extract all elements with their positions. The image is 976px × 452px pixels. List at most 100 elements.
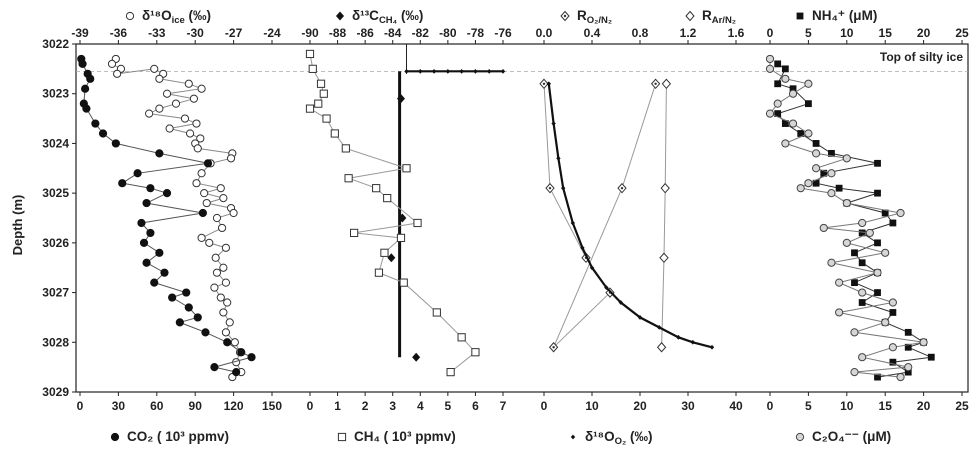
data-point [396,233,406,242]
data-point [580,245,585,251]
data-point [344,174,353,183]
data-point [133,169,142,178]
data-point [660,182,670,194]
data-point [168,293,177,302]
data-point [314,99,323,108]
data-point [774,110,782,117]
data-point [796,184,805,193]
data-point [162,89,172,98]
data-point [197,84,206,93]
data-point [330,129,339,138]
data-point [690,339,695,345]
data-point [212,268,222,277]
data-point [81,84,90,93]
legend-marker [110,432,120,442]
data-point [211,253,220,262]
data-point [139,238,149,247]
bottom-tick-label: 60 [150,399,164,413]
y-axis-label: Depth (m) [10,195,25,256]
data-point [927,353,935,361]
data-point [137,218,146,228]
data-point [192,179,201,188]
data-point [203,159,213,168]
data-point [874,159,881,167]
data-point [889,219,897,227]
data-point [226,154,236,163]
data-point [380,248,389,257]
data-point [197,169,206,178]
data-point [184,303,193,312]
data-point [781,74,790,83]
data-point [459,68,464,74]
data-point [858,288,867,297]
legend-bottom-item: CH₄ ( 10³ ppmv) [337,429,456,444]
bottom-tick-label: 7 [500,399,507,413]
data-point [765,64,775,73]
series-2-2 [546,81,715,350]
legend-marker [336,11,344,21]
bottom-tick-label: 6 [472,399,479,413]
top-tick-label: -33 [148,26,166,40]
bottom-tick-label: 5 [805,399,812,413]
data-point [319,89,328,98]
data-point [113,69,122,78]
series-1-2 [404,68,506,74]
series-line [309,53,477,373]
data-point [896,372,905,382]
top-tick-label: -90 [301,26,319,40]
data-point [322,114,331,123]
bottom-tick-label: 0 [307,399,314,413]
data-point [473,68,478,74]
data-point [457,333,466,342]
top-tick-label: 5 [805,26,812,40]
top-tick-label: -76 [494,26,512,40]
legend-label: NH₄⁺ (μM) [812,8,877,23]
data-point [788,89,798,98]
top-tick-label: -88 [329,26,347,40]
data-point [804,79,813,88]
data-point [118,179,127,188]
data-point [570,220,575,226]
data-point [398,213,407,223]
data-point [341,144,350,153]
bottom-tick-label: 10 [585,399,599,413]
series-3-0 [774,60,935,381]
top-tick-label: 1.2 [680,26,697,40]
data-point [232,368,241,377]
data-point [904,328,912,336]
data-point [788,119,798,128]
legend-label: δ¹⁸Oice (‰) [142,8,211,26]
y-tick-label: 3024 [42,136,69,150]
legend-top-item: NH₄⁺ (μM) [796,8,877,23]
data-point [185,129,195,138]
data-point [888,343,897,352]
top-tick-label: -24 [263,26,281,40]
data-point [820,169,828,177]
top-tick-label: 0 [767,26,774,40]
data-point [835,184,843,192]
top-tick-label: 0.8 [632,26,649,40]
data-point [851,279,858,287]
legend-marker [560,10,570,22]
data-point [383,194,392,203]
data-point [189,94,199,103]
data-point [175,318,184,327]
data-point [162,189,172,198]
data-point [874,289,881,296]
data-point [247,353,256,362]
bottom-tick-label: 30 [112,399,126,413]
data-point [193,313,202,322]
data-point [217,223,227,233]
data-point [171,99,181,108]
bottom-tick-label: 120 [224,399,244,413]
data-point [781,65,789,73]
data-point [399,278,408,287]
top-tick-label: 0.4 [584,26,601,40]
y-tick-label: 3026 [42,236,69,250]
data-point [487,68,492,74]
data-point [828,149,835,157]
series-1-1 [305,49,480,377]
plot-border [75,43,969,393]
legend-label: δ¹³CCH₄ (‰) [352,8,423,26]
bottom-tick-label: 20 [917,399,931,413]
